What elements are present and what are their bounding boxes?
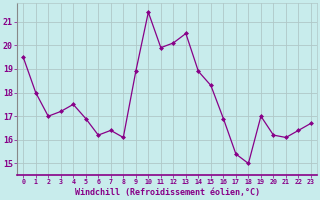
X-axis label: Windchill (Refroidissement éolien,°C): Windchill (Refroidissement éolien,°C) [75, 188, 260, 197]
